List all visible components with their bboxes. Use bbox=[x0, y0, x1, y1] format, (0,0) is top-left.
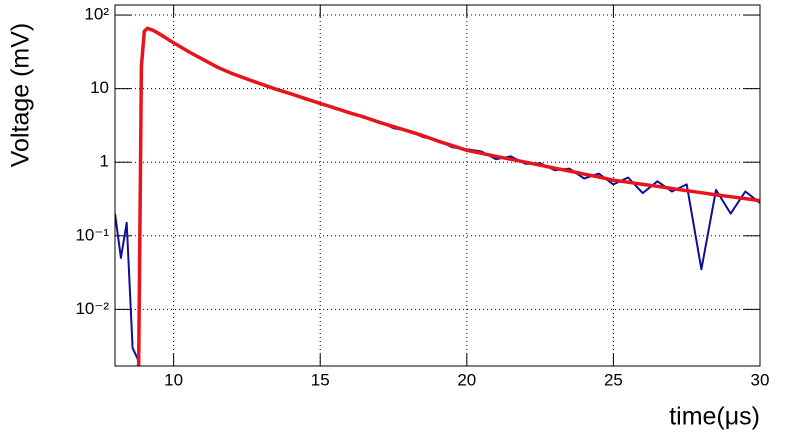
y-tick-label: 10⁻² bbox=[75, 299, 109, 318]
plot-area bbox=[115, 26, 760, 366]
x-tick-label: 20 bbox=[457, 370, 476, 389]
x-tick-label: 15 bbox=[311, 370, 330, 389]
x-tick-label: 10 bbox=[164, 370, 183, 389]
y-axis-label: Voltage (mV) bbox=[7, 23, 35, 168]
series-line bbox=[115, 27, 760, 362]
plot-frame bbox=[114, 4, 761, 367]
y-tick-label: 1 bbox=[100, 152, 109, 171]
x-axis-label: time(μs) bbox=[669, 403, 760, 431]
series-line bbox=[136, 26, 760, 366]
y-tick-label: 10² bbox=[84, 5, 109, 24]
y-tick-label: 10 bbox=[90, 78, 109, 97]
x-tick-label: 30 bbox=[751, 370, 770, 389]
x-tick-label: 25 bbox=[604, 370, 623, 389]
y-tick-label: 10⁻¹ bbox=[75, 225, 109, 244]
